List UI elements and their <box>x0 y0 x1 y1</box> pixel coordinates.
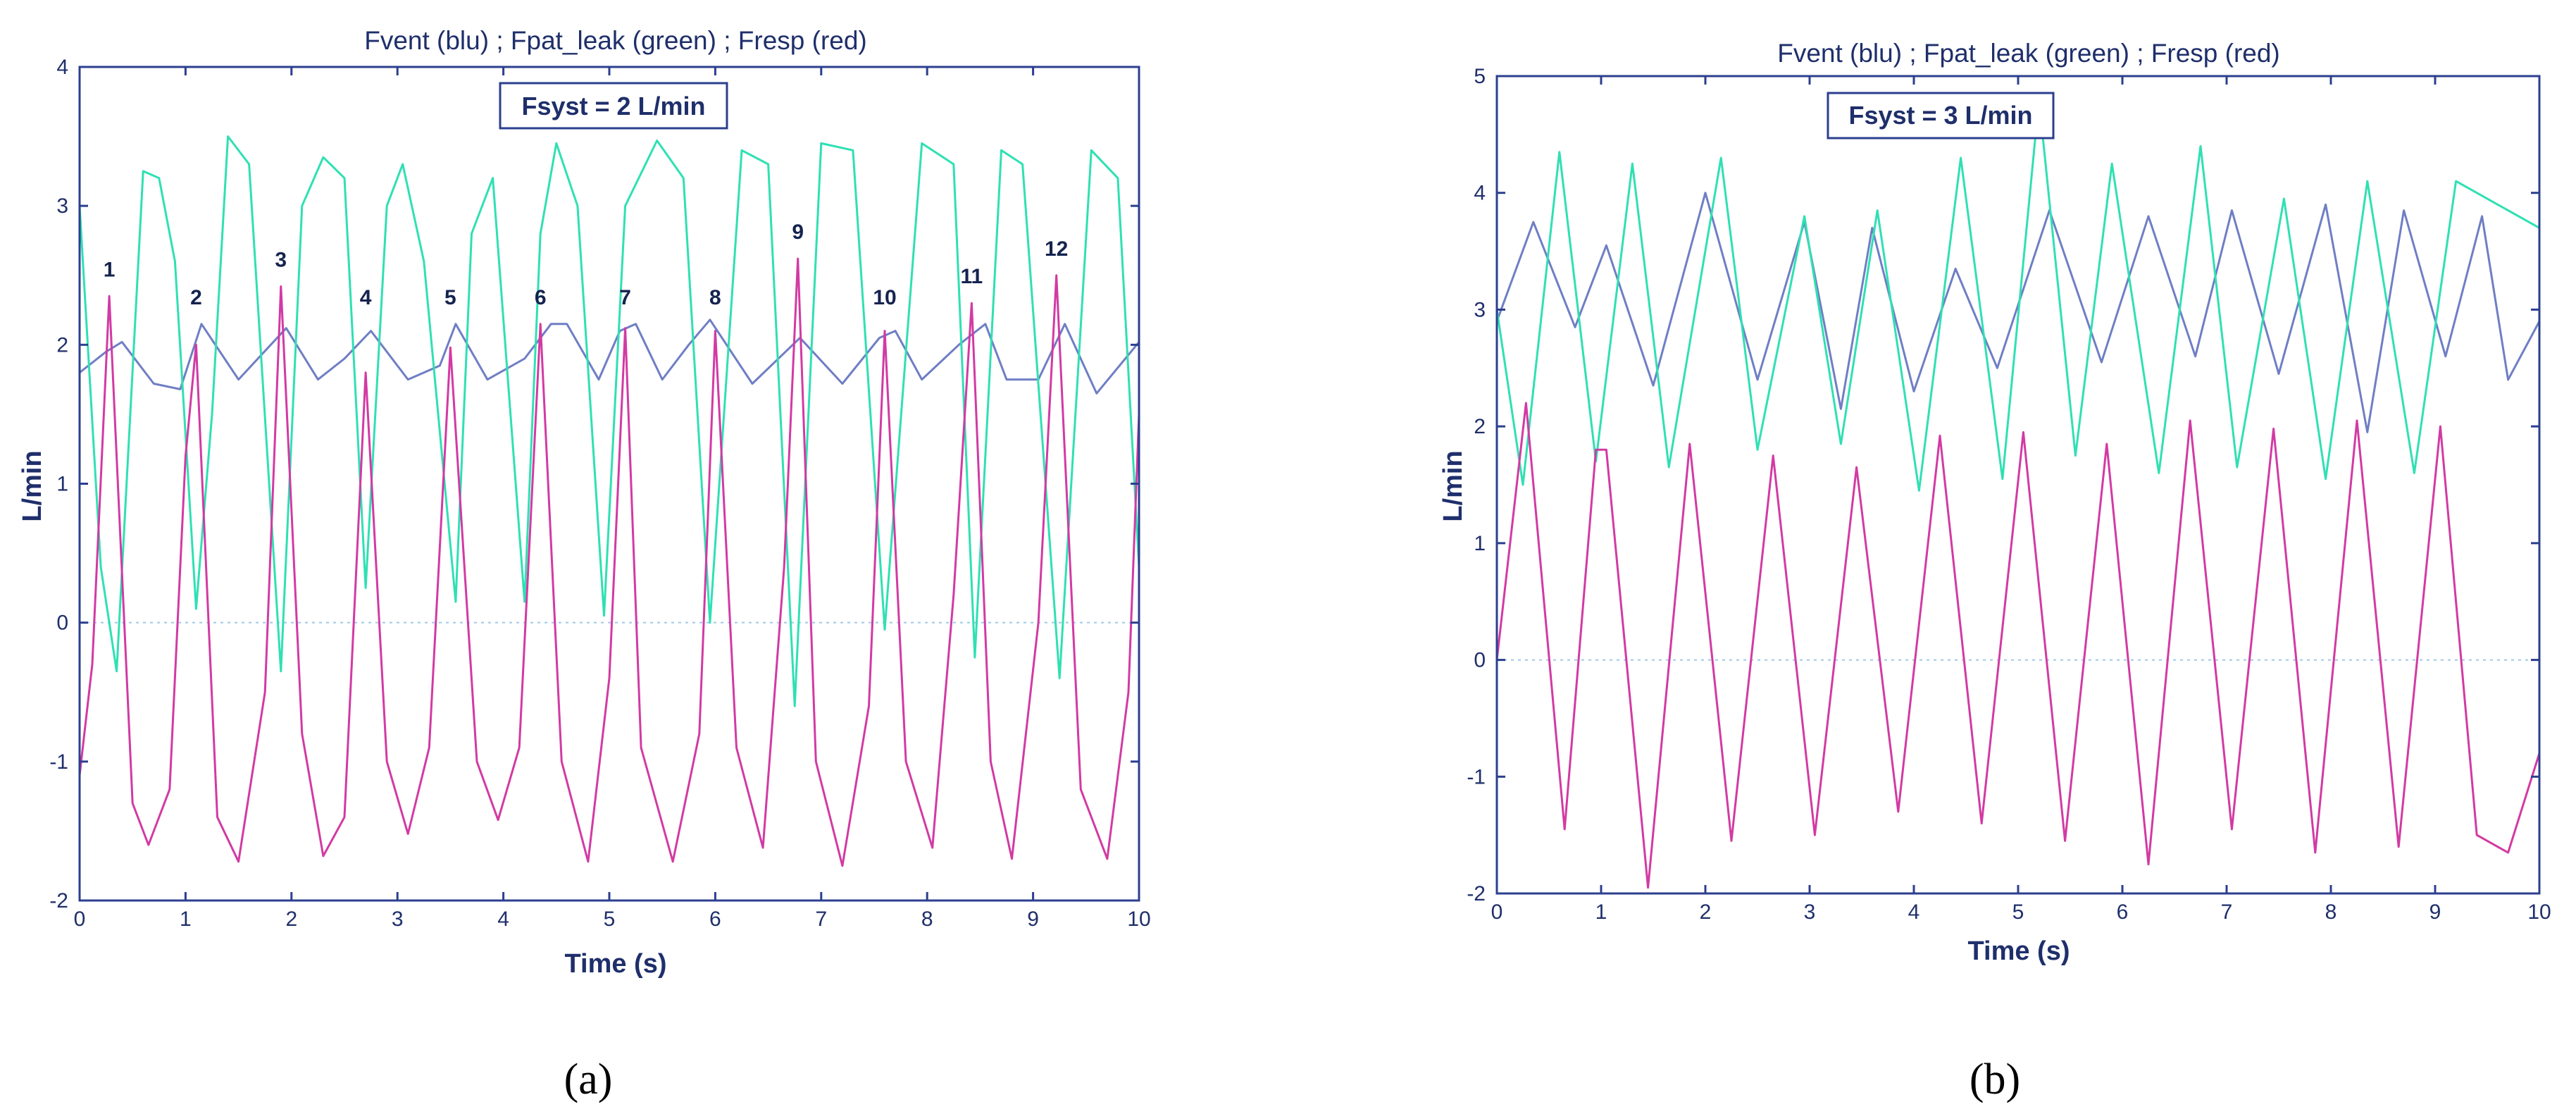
x-tick-label-b: 0 <box>1491 901 1503 924</box>
y-tick-label-b: -1 <box>1467 765 1486 788</box>
y-tick-label-a: 1 <box>56 473 68 496</box>
y-tick-label-b: 0 <box>1474 649 1486 672</box>
peak-label-12: 12 <box>1045 237 1068 261</box>
chart-panel-b: Fvent (blu) ; Fpat_leak (green) ; Fresp … <box>1438 39 2551 1103</box>
chart-title-b: Fvent (blu) ; Fpat_leak (green) ; Fresp … <box>1777 39 2280 68</box>
y-tick-label-b: 5 <box>1474 65 1486 88</box>
y-tick-label-b: 4 <box>1474 182 1486 205</box>
x-tick-label-b: 3 <box>1804 901 1816 924</box>
x-tick-label-a: 5 <box>604 908 616 931</box>
y-tick-label-a: -2 <box>49 889 68 912</box>
y-tick-label-a: 4 <box>56 56 68 79</box>
series-resp-a <box>78 257 1140 867</box>
peak-label-2: 2 <box>190 286 202 309</box>
x-tick-label-b: 4 <box>1908 901 1920 924</box>
series-resp-b <box>1495 402 2541 889</box>
peak-label-9: 9 <box>792 221 804 244</box>
series-leak-b <box>1495 98 2540 492</box>
fsyst-label-b: Fsyst = 3 L/min <box>1848 101 2032 130</box>
x-tick-label-b: 1 <box>1595 901 1607 924</box>
x-tick-label-a: 1 <box>180 908 192 931</box>
x-tick-label-b: 7 <box>2221 901 2233 924</box>
fsyst-box-b <box>1827 92 2055 140</box>
fsyst-label-a: Fsyst = 2 L/min <box>521 92 705 120</box>
y-tick-label-b: 2 <box>1474 415 1486 438</box>
panel-caption-b: (b) <box>1970 1056 2020 1103</box>
fsyst-box-a <box>499 82 728 130</box>
x-tick-label-a: 3 <box>392 908 404 931</box>
peak-label-5: 5 <box>444 286 456 309</box>
peak-label-3: 3 <box>275 249 287 272</box>
y-tick-label-a: -1 <box>49 750 68 774</box>
x-tick-label-b: 9 <box>2429 901 2441 924</box>
y-tick-label-b: 3 <box>1474 298 1486 321</box>
x-tick-label-a: 0 <box>74 908 86 931</box>
x-tick-label-b: 2 <box>1700 901 1712 924</box>
peak-label-1: 1 <box>104 258 116 281</box>
x-tick-label-a: 7 <box>815 908 827 931</box>
x-tick-label-b: 6 <box>2117 901 2129 924</box>
panel-caption-a: (a) <box>564 1056 613 1103</box>
peak-label-8: 8 <box>709 286 721 309</box>
x-tick-label-a: 4 <box>497 908 509 931</box>
y-tick-label-a: 3 <box>56 194 68 218</box>
x-tick-label-b: 10 <box>2527 901 2551 924</box>
y-axis-label-a: L/min <box>18 450 47 521</box>
plot-area-b: 0 1 2 3 4 5 6 7 8 9 10 -2 -1 0 1 2 3 4 5 <box>1467 65 2551 924</box>
y-tick-label-b: 1 <box>1474 532 1486 555</box>
peak-label-6: 6 <box>535 286 547 309</box>
x-tick-label-a: 2 <box>285 908 297 931</box>
series-vent-b <box>1495 192 2541 433</box>
peak-label-10: 10 <box>873 286 896 309</box>
x-axis-label-b: Time (s) <box>1967 936 2070 966</box>
y-tick-label-a: 2 <box>56 333 68 357</box>
x-tick-label-b: 5 <box>2012 901 2024 924</box>
y-tick-label-b: -2 <box>1467 882 1486 905</box>
x-tick-label-b: 8 <box>2325 901 2337 924</box>
x-tick-label-a: 8 <box>921 908 933 931</box>
series-leak-a <box>78 135 1140 707</box>
y-tick-label-a: 0 <box>56 612 68 635</box>
peak-label-7: 7 <box>619 286 631 309</box>
chart-panel-a: Fvent (blu) ; Fpat_leak (green) ; Fresp … <box>18 26 1151 1103</box>
x-axis-label-a: Time (s) <box>564 949 666 979</box>
chart-title-a: Fvent (blu) ; Fpat_leak (green) ; Fresp … <box>364 26 867 55</box>
series-vent-a <box>79 318 1140 395</box>
x-tick-label-a: 9 <box>1027 908 1039 931</box>
peak-label-11: 11 <box>961 265 983 288</box>
y-axis-label-b: L/min <box>1438 450 1468 521</box>
x-tick-label-a: 6 <box>709 908 721 931</box>
x-tick-label-a: 10 <box>1127 908 1150 931</box>
peak-label-4: 4 <box>360 286 372 309</box>
